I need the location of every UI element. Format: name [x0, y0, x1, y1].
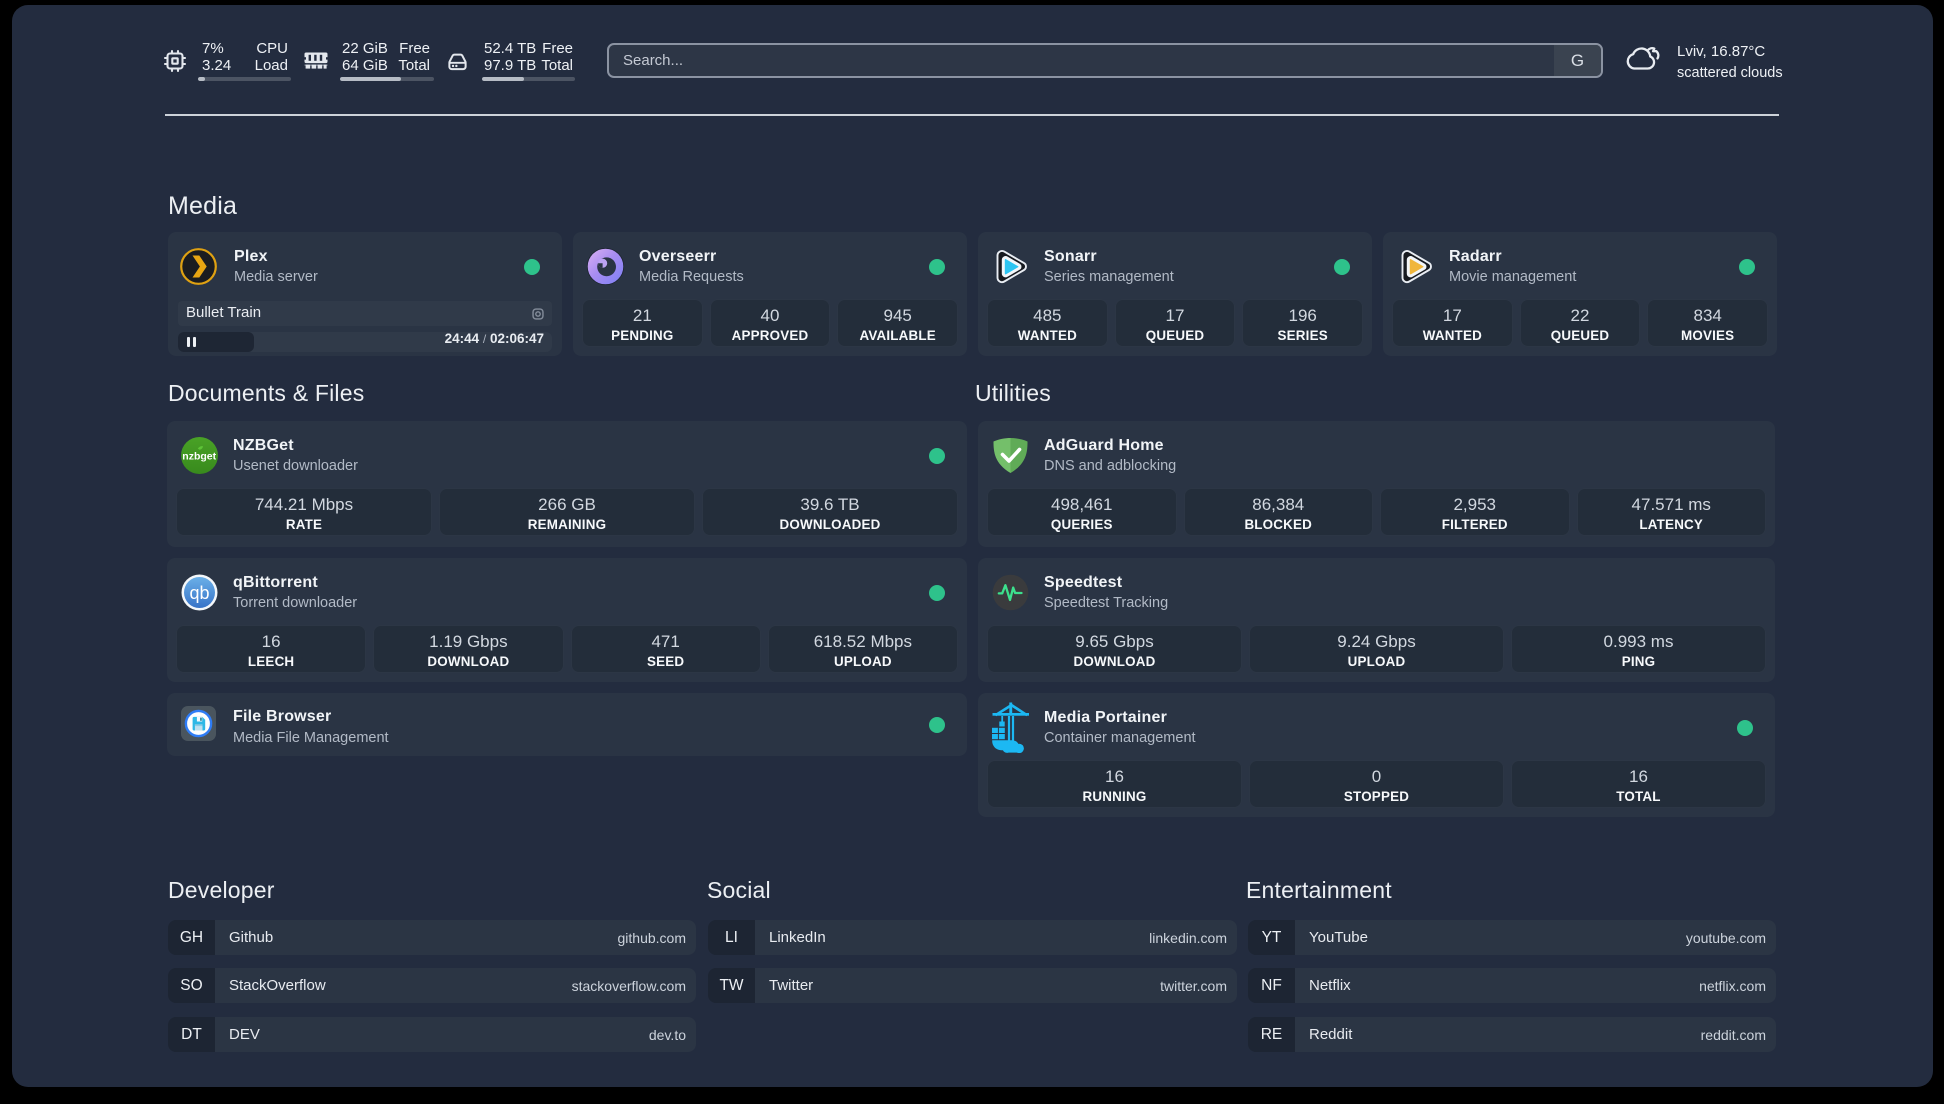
svg-text:qb: qb	[189, 583, 209, 603]
svg-text:nzbget: nzbget	[182, 450, 216, 462]
